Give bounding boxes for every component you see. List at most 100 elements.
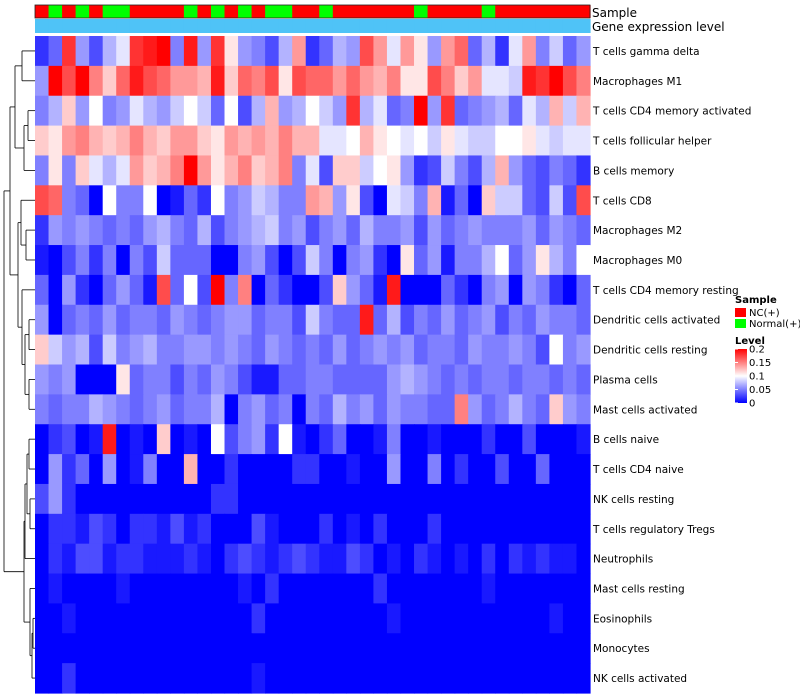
heatmap-cell — [265, 36, 280, 67]
heatmap-cell — [35, 424, 50, 455]
legend-swatch-normal — [735, 319, 746, 328]
heatmap-cell — [238, 304, 253, 336]
heatmap-cell — [535, 65, 550, 97]
heatmap-cell — [197, 513, 212, 545]
heatmap-cell — [427, 155, 442, 186]
heatmap-cell — [224, 155, 239, 186]
heatmap-cell — [210, 424, 226, 455]
heatmap-cell — [373, 155, 388, 186]
sample-annotation-cell — [116, 5, 131, 18]
heatmap-cell — [292, 125, 307, 157]
heatmap-cell — [197, 245, 212, 276]
heatmap-cell — [400, 36, 415, 67]
heatmap-cell — [346, 125, 361, 157]
sample-annotation-cell — [481, 5, 496, 18]
row-label: T cells follicular helper — [592, 136, 712, 148]
heatmap-cell — [441, 125, 456, 157]
heatmap-cell — [414, 573, 429, 605]
heatmap-cell — [562, 663, 578, 694]
heatmap-cell — [495, 334, 510, 366]
heatmap-cell — [278, 573, 293, 605]
heatmap-cell — [508, 483, 523, 515]
row-label: NK cells resting — [593, 494, 674, 506]
heatmap-cell — [305, 454, 320, 485]
heatmap-cell — [265, 394, 280, 425]
heatmap-cell — [75, 603, 90, 634]
heatmap-cell — [224, 603, 239, 634]
heatmap-cell — [305, 334, 320, 366]
heatmap-cell — [468, 334, 483, 366]
heatmap-cell — [332, 304, 347, 336]
heatmap-cell — [224, 663, 239, 694]
heatmap-cell — [400, 573, 415, 605]
row-label: Macrophages M2 — [593, 225, 682, 237]
heatmap-cell — [576, 513, 591, 545]
heatmap-cell — [495, 245, 510, 276]
heatmap-cell — [143, 364, 158, 395]
heatmap-cell — [143, 155, 158, 186]
heatmap-cell — [386, 663, 402, 694]
heatmap-cell — [238, 334, 253, 366]
heatmap-cell — [468, 185, 483, 216]
heatmap-cell — [238, 543, 253, 575]
heatmap-cell — [183, 334, 199, 366]
heatmap-cell — [373, 185, 388, 216]
row-label: Dendritic cells resting — [593, 345, 708, 357]
heatmap-cell — [197, 424, 212, 455]
heatmap-cell — [441, 513, 456, 545]
row-label: Macrophages M1 — [593, 76, 682, 88]
heatmap-cell — [238, 274, 253, 306]
heatmap-cell — [454, 364, 469, 395]
heatmap-cell — [332, 334, 347, 366]
heatmap-cell — [183, 633, 199, 664]
heatmap-cell — [468, 155, 483, 186]
heatmap-cell — [414, 125, 429, 157]
heatmap-cell — [319, 513, 334, 545]
expression-annotation-cell — [481, 19, 496, 33]
heatmap-cell — [535, 633, 550, 664]
heatmap-cell — [278, 603, 293, 634]
heatmap-cell — [386, 543, 402, 575]
heatmap-cell — [89, 513, 104, 545]
heatmap-cell — [468, 364, 483, 395]
heatmap-cell — [359, 215, 375, 246]
heatmap-cell — [441, 334, 456, 366]
heatmap-cell — [495, 454, 510, 485]
heatmap-cell — [305, 633, 320, 664]
heatmap-cell — [129, 364, 144, 395]
expression-annotation-cell — [62, 19, 77, 33]
heatmap-cell — [522, 454, 537, 485]
heatmap-cell — [89, 483, 104, 515]
heatmap-cell — [522, 364, 537, 395]
heatmap-cell — [346, 573, 361, 605]
heatmap-cell — [75, 304, 90, 336]
heatmap-cell — [116, 215, 131, 246]
heatmap-cell — [129, 663, 144, 694]
sample-annotation-cell — [251, 5, 266, 18]
heatmap-cell — [35, 454, 50, 485]
heatmap-cell — [427, 633, 442, 664]
heatmap-cell — [332, 36, 347, 67]
heatmap-cell — [292, 603, 307, 634]
heatmap-cell — [522, 304, 537, 336]
heatmap-cell — [183, 245, 199, 276]
heatmap-cell — [454, 125, 469, 157]
heatmap-cell — [386, 125, 402, 157]
heatmap-cell — [441, 155, 456, 186]
heatmap-cell — [251, 364, 266, 395]
expression-annotation-cell — [427, 19, 442, 33]
heatmap-cell — [197, 573, 212, 605]
heatmap-cell — [495, 65, 510, 97]
heatmap-cell — [481, 155, 496, 186]
expression-annotation-cell — [495, 19, 510, 33]
heatmap-cell — [278, 663, 293, 694]
heatmap-cell — [62, 245, 77, 276]
heatmap-cell — [549, 603, 564, 634]
heatmap-cell — [508, 334, 523, 366]
heatmap-cell — [495, 215, 510, 246]
heatmap-cell — [562, 125, 578, 157]
heatmap-cell — [508, 185, 523, 216]
heatmap-cell — [48, 573, 63, 605]
legend-tick-label: 0.1 — [749, 372, 765, 383]
heatmap-cell — [576, 603, 591, 634]
